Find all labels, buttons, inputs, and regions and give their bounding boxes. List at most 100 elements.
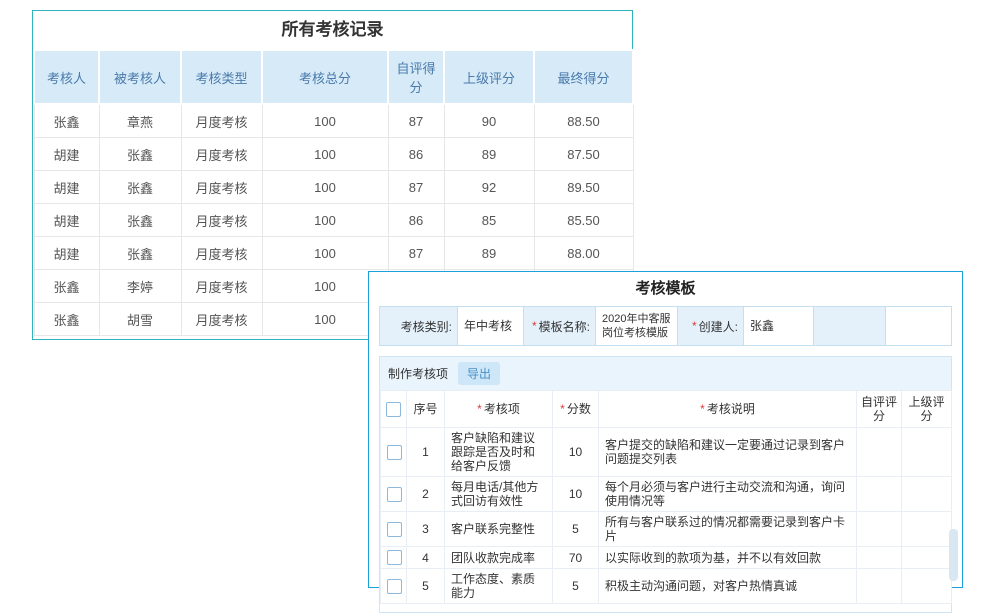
column-header-label: 上级评分	[908, 395, 945, 423]
table-cell: 87	[387, 103, 445, 138]
item-row: 1 客户缺陷和建议跟踪是否及时和给客户反馈 10 客户提交的缺陷和建议一定要通过记录到…	[380, 427, 952, 477]
table-cell: 100	[261, 203, 389, 237]
items-table: 序号 * 考核项 * 分数 * 考核说明 自评评分 上级评分 1 客户缺陷和建议跟踪是否及时和给客…	[380, 390, 952, 604]
required-marker: *	[477, 402, 482, 416]
form-empty-cell	[886, 307, 951, 345]
column-header: 考核人	[33, 49, 100, 105]
required-marker: *	[691, 319, 697, 333]
column-header-label: 分数	[566, 402, 591, 416]
row-checkbox-cell	[380, 568, 407, 604]
template-panel: 考核模板 考核类别: 年中考核 * 模板名称: 2020年中客服岗位考核模版 *…	[368, 271, 963, 613]
table-cell: 张鑫	[98, 236, 182, 270]
column-header: 上级评分	[443, 49, 535, 105]
category-value-field[interactable]: 年中考核	[458, 307, 524, 345]
row-checkbox-cell	[380, 476, 407, 512]
select-all-checkbox[interactable]	[386, 401, 401, 417]
table-cell: 月度考核	[180, 302, 263, 336]
row-checkbox[interactable]	[387, 444, 402, 460]
table-cell: 100	[261, 103, 389, 138]
item-desc-cell: 每个月必须与客户进行主动交流和沟通，询问使用情况等	[598, 476, 857, 512]
table-cell: 100	[261, 302, 389, 336]
table-cell: 月度考核	[180, 103, 263, 138]
item-desc-cell: 积极主动沟通问题，对客户热情真诚	[598, 568, 857, 604]
item-score-cell: 5	[552, 568, 599, 604]
creator-value-text: 张鑫	[750, 319, 775, 333]
category-label: 考核类别:	[380, 307, 458, 345]
item-name-cell: 客户缺陷和建议跟踪是否及时和给客户反馈	[444, 427, 553, 477]
row-checkbox-cell	[380, 546, 407, 569]
table-cell: 87	[387, 236, 445, 270]
table-cell: 月度考核	[180, 269, 263, 303]
table-cell: 100	[261, 170, 389, 204]
template-name-value-field[interactable]: 2020年中客服岗位考核模版	[596, 307, 678, 345]
item-desc-cell: 所有与客户联系过的情况都需要记录到客户卡片	[598, 511, 857, 547]
table-row: 胡建 张鑫 月度考核 100 87 89 88.00	[33, 236, 634, 270]
table-cell: 胡建	[33, 137, 100, 171]
items-table-body: 1 客户缺陷和建议跟踪是否及时和给客户反馈 10 客户提交的缺陷和建议一定要通过记录到…	[380, 427, 952, 604]
items-table-head: 序号 * 考核项 * 分数 * 考核说明 自评评分 上级评分	[380, 390, 952, 428]
table-cell: 85.50	[533, 203, 634, 237]
item-no-cell: 4	[406, 546, 445, 569]
item-no-cell: 2	[406, 476, 445, 512]
table-cell: 86	[387, 137, 445, 171]
column-header: 考核总分	[261, 49, 389, 105]
column-header: 考核类型	[180, 49, 263, 105]
table-cell: 88.50	[533, 103, 634, 138]
row-checkbox[interactable]	[387, 521, 402, 537]
template-form-row: 考核类别: 年中考核 * 模板名称: 2020年中客服岗位考核模版 * 创建人:…	[379, 306, 952, 346]
table-cell: 100	[261, 236, 389, 270]
column-header-label: 自评评分	[860, 395, 897, 423]
required-marker: *	[531, 319, 537, 333]
item-name-cell: 客户联系完整性	[444, 511, 553, 547]
item-row: 4 团队收款完成率 70 以实际收到的款项为基，并不以有效回款	[380, 546, 952, 569]
superior-rating-cell	[901, 511, 952, 547]
table-cell: 胡建	[33, 236, 100, 270]
form-empty-cell	[814, 307, 886, 345]
table-cell: 张鑫	[98, 170, 182, 204]
column-header: * 分数	[552, 390, 599, 428]
table-cell: 90	[443, 103, 535, 138]
table-cell: 章燕	[98, 103, 182, 138]
row-checkbox-cell	[380, 427, 407, 477]
records-table: 考核人 被考核人 考核类型 考核总分 自评得分 上级评分 最终得分 张鑫 章燕 月度考核 100 8…	[33, 49, 634, 336]
column-header-label: 序号	[413, 402, 438, 416]
records-panel-title: 所有考核记录	[281, 20, 384, 39]
creator-value-field[interactable]: 张鑫	[744, 307, 814, 345]
column-header: 被考核人	[98, 49, 182, 105]
category-value-text: 年中考核	[464, 319, 513, 333]
table-cell: 张鑫	[98, 137, 182, 171]
records-table-body: 张鑫 章燕 月度考核 100 87 90 88.50 胡建 张鑫 月度考核 100 86 89 87.50…	[33, 103, 634, 336]
table-cell: 张鑫	[33, 269, 100, 303]
table-cell: 月度考核	[180, 137, 263, 171]
table-row: 张鑫 章燕 月度考核 100 87 90 88.50	[33, 103, 634, 138]
superior-rating-cell	[901, 568, 952, 604]
row-checkbox[interactable]	[387, 550, 402, 565]
template-name-label: * 模板名称:	[524, 307, 596, 345]
self-rating-cell	[856, 511, 902, 547]
category-label-text: 考核类别:	[400, 319, 452, 334]
select-all-cell	[380, 390, 407, 428]
item-score-cell: 10	[552, 476, 599, 512]
template-name-value-text: 2020年中客服岗位考核模版	[602, 313, 671, 339]
table-cell: 92	[443, 170, 535, 204]
item-desc-cell: 客户提交的缺陷和建议一定要通过记录到客户问题提交列表	[598, 427, 857, 477]
table-cell: 87.50	[533, 137, 634, 171]
table-cell: 100	[261, 269, 389, 303]
table-cell: 85	[443, 203, 535, 237]
table-cell: 胡建	[33, 170, 100, 204]
table-cell: 100	[261, 137, 389, 171]
creator-label-text: 创建人:	[698, 319, 738, 334]
self-rating-cell	[856, 476, 902, 512]
items-header-row: 序号 * 考核项 * 分数 * 考核说明 自评评分 上级评分	[380, 390, 952, 428]
vertical-scrollbar[interactable]	[949, 529, 958, 581]
table-cell: 89.50	[533, 170, 634, 204]
column-header: 自评评分	[856, 390, 902, 428]
column-header: * 考核项	[444, 390, 553, 428]
template-name-label-text: 模板名称:	[538, 319, 590, 334]
superior-rating-cell	[901, 476, 952, 512]
row-checkbox[interactable]	[387, 578, 402, 594]
row-checkbox[interactable]	[387, 486, 402, 502]
item-row: 5 工作态度、素质能力 5 积极主动沟通问题，对客户热情真诚	[380, 568, 952, 604]
export-button[interactable]: 导出	[458, 362, 501, 385]
table-cell: 89	[443, 236, 535, 270]
